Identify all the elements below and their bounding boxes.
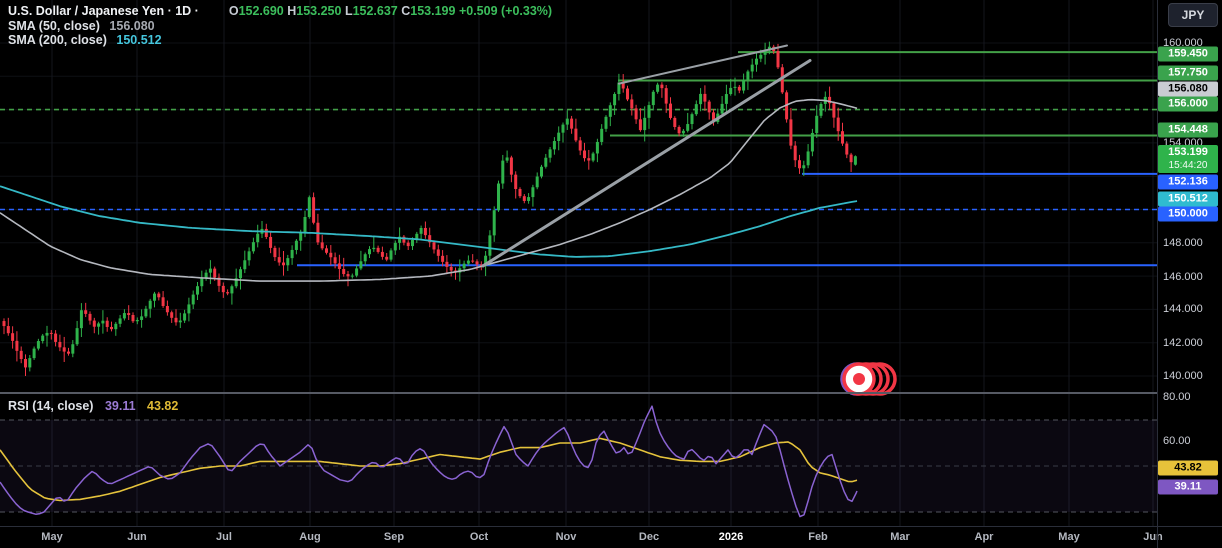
publisher-logo bbox=[840, 362, 897, 396]
rsi-ma-value: 43.82 bbox=[147, 399, 179, 413]
axis-price-badge: 152.136 bbox=[1158, 174, 1218, 190]
sma50-line[interactable] bbox=[0, 98, 858, 282]
trendline[interactable] bbox=[481, 58, 812, 268]
high-label: H bbox=[287, 4, 297, 18]
axis-label: 142.000 bbox=[1163, 337, 1203, 349]
axis-divider bbox=[1157, 0, 1158, 548]
pane-separator-handle[interactable] bbox=[0, 392, 1222, 394]
change-value: +0.509 (+0.33%) bbox=[458, 4, 553, 18]
symbol-legend-row: U.S. Dollar / Japanese Yen · 1D · O152.69… bbox=[8, 4, 552, 18]
time-axis-label: Jul bbox=[216, 531, 232, 543]
sma200-label: SMA (200, close) bbox=[8, 33, 107, 47]
axis-price-badge: 157.750 bbox=[1158, 65, 1218, 81]
open-value: 152.690 bbox=[238, 4, 284, 18]
time-axis-label: 2026 bbox=[718, 531, 744, 543]
trendline[interactable] bbox=[618, 44, 788, 85]
sma200-line[interactable] bbox=[0, 185, 858, 258]
time-axis-label: Mar bbox=[890, 531, 910, 543]
sma200-value: 150.512 bbox=[116, 33, 162, 47]
time-axis-label: Feb bbox=[808, 531, 828, 543]
high-value: 153.250 bbox=[296, 4, 342, 18]
axis-price-badge: 159.450 bbox=[1158, 46, 1218, 62]
axis-label: 140.000 bbox=[1163, 370, 1203, 382]
rsi-line[interactable] bbox=[0, 405, 858, 518]
rsi-legend-row[interactable]: RSI (14, close) 39.11 43.82 bbox=[8, 399, 178, 413]
chart-canvas[interactable] bbox=[0, 0, 1157, 526]
rsi-label: RSI (14, close) bbox=[8, 399, 94, 413]
time-axis-label: Oct bbox=[469, 531, 489, 543]
axis-label: 146.000 bbox=[1163, 271, 1203, 283]
axis-label: 144.000 bbox=[1163, 303, 1203, 315]
axis-price-badge: 150.000 bbox=[1158, 206, 1218, 222]
candle-series bbox=[2, 41, 857, 377]
time-axis-label: Jun bbox=[1143, 531, 1163, 543]
time-axis-label: Sep bbox=[383, 531, 405, 543]
chart-svg bbox=[0, 0, 1157, 526]
time-axis-divider bbox=[0, 526, 1222, 527]
sma50-legend-row[interactable]: SMA (50, close) 156.080 bbox=[8, 19, 155, 33]
axis-price-badge: 150.512 bbox=[1158, 191, 1218, 207]
axis-label: 160.000 bbox=[1163, 37, 1203, 49]
time-axis-label: Jun bbox=[127, 531, 147, 543]
time-axis-label: May bbox=[1058, 531, 1080, 543]
rsi-value: 39.11 bbox=[104, 399, 136, 413]
time-axis-label: Nov bbox=[555, 531, 577, 543]
axis-price-badge: 154.448 bbox=[1158, 122, 1218, 138]
time-axis-label: Apr bbox=[974, 531, 994, 543]
rsi-pane bbox=[0, 405, 1157, 518]
time-axis-label: Dec bbox=[638, 531, 660, 543]
rsi-ma-line[interactable] bbox=[0, 437, 858, 502]
axis-label: 60.00 bbox=[1163, 435, 1191, 447]
axis-price-badge: 43.82 bbox=[1158, 460, 1218, 476]
axis-price-badge: 39.11 bbox=[1158, 479, 1218, 495]
time-axis-label: May bbox=[41, 531, 63, 543]
close-label: C bbox=[401, 4, 411, 18]
countdown-timer: 15:44:20 bbox=[1168, 160, 1208, 171]
open-label: O bbox=[228, 4, 239, 18]
sma50-value: 156.080 bbox=[109, 18, 155, 33]
axis-price-badge: 156.000 bbox=[1158, 96, 1218, 112]
low-label: L bbox=[344, 4, 353, 18]
current-price-badge: 153.199 15:44:20 bbox=[1158, 145, 1218, 173]
axis-label: 80.00 bbox=[1163, 391, 1191, 403]
axis-price-badge: 156.080 bbox=[1158, 81, 1218, 97]
currency-toggle-button[interactable]: JPY bbox=[1168, 3, 1218, 27]
price-axis[interactable]: 160.000 154.000 148.000 146.000 144.000 142.0… bbox=[1157, 0, 1222, 526]
time-axis-label: Aug bbox=[299, 531, 321, 543]
symbol-title[interactable]: U.S. Dollar / Japanese Yen · 1D · bbox=[8, 4, 199, 18]
close-value: 153.199 bbox=[410, 4, 456, 18]
low-value: 152.637 bbox=[352, 4, 398, 18]
sma200-legend-row[interactable]: SMA (200, close) 150.512 bbox=[8, 33, 162, 47]
axis-label: 148.000 bbox=[1163, 237, 1203, 249]
sma50-label: SMA (50, close) bbox=[8, 18, 100, 33]
time-axis[interactable]: May Jun Jul Aug Sep Oct Nov Dec 2026 Feb Mar Apr May… bbox=[0, 527, 1222, 548]
